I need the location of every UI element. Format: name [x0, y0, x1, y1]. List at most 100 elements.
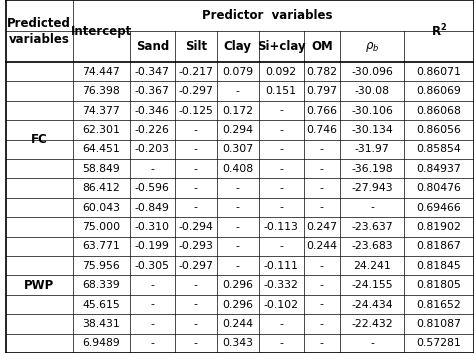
Text: -23.637: -23.637 [351, 222, 393, 232]
Text: 6.9489: 6.9489 [82, 338, 120, 348]
Text: Predictor  variables: Predictor variables [202, 9, 332, 22]
Text: 0.69466: 0.69466 [417, 203, 461, 213]
Text: -: - [150, 280, 154, 290]
Text: -: - [320, 319, 324, 329]
Text: -: - [279, 241, 283, 251]
Text: PWP: PWP [24, 279, 55, 292]
Text: 0.797: 0.797 [306, 86, 337, 96]
Text: 0.81087: 0.81087 [417, 319, 462, 329]
Text: -: - [370, 203, 374, 213]
Text: Clay: Clay [224, 40, 252, 53]
Text: 0.81845: 0.81845 [417, 261, 461, 271]
Text: -: - [279, 144, 283, 154]
Text: -: - [194, 125, 198, 135]
Text: -: - [194, 280, 198, 290]
Text: 0.57281: 0.57281 [417, 338, 461, 348]
Text: -: - [279, 106, 283, 115]
Text: -: - [236, 203, 240, 213]
Text: -: - [194, 183, 198, 193]
Text: -0.346: -0.346 [135, 106, 170, 115]
Text: 58.849: 58.849 [82, 164, 120, 174]
Text: 86.412: 86.412 [82, 183, 120, 193]
Text: 0.86068: 0.86068 [417, 106, 462, 115]
Text: 0.85854: 0.85854 [417, 144, 461, 154]
Text: 0.782: 0.782 [306, 67, 337, 77]
Text: -30.134: -30.134 [351, 125, 393, 135]
Text: 64.451: 64.451 [82, 144, 120, 154]
Text: 0.86056: 0.86056 [417, 125, 462, 135]
Text: 74.377: 74.377 [82, 106, 120, 115]
Text: 0.746: 0.746 [306, 125, 337, 135]
Text: -0.310: -0.310 [135, 222, 170, 232]
Text: -: - [279, 125, 283, 135]
Text: -23.683: -23.683 [351, 241, 393, 251]
Text: -: - [279, 183, 283, 193]
Text: 63.771: 63.771 [82, 241, 120, 251]
Text: 0.092: 0.092 [265, 67, 297, 77]
Text: -31.97: -31.97 [355, 144, 389, 154]
Text: Silt: Silt [185, 40, 207, 53]
Text: 0.81805: 0.81805 [417, 280, 462, 290]
Text: -: - [150, 319, 154, 329]
Text: 0.81652: 0.81652 [417, 299, 461, 310]
Text: 45.615: 45.615 [82, 299, 120, 310]
Text: -: - [320, 299, 324, 310]
Text: -: - [320, 183, 324, 193]
Text: 0.307: 0.307 [222, 144, 253, 154]
Text: $\rho_b$: $\rho_b$ [365, 40, 379, 54]
Text: 0.247: 0.247 [306, 222, 337, 232]
Text: -: - [236, 222, 240, 232]
Text: -0.332: -0.332 [264, 280, 299, 290]
Text: -30.106: -30.106 [351, 106, 393, 115]
Text: 0.294: 0.294 [222, 125, 253, 135]
Text: -: - [320, 164, 324, 174]
Text: OM: OM [311, 40, 333, 53]
Text: 0.244: 0.244 [306, 241, 337, 251]
Text: -: - [279, 164, 283, 174]
Text: Predicted
variables: Predicted variables [7, 17, 71, 46]
Text: 0.766: 0.766 [306, 106, 337, 115]
Text: -: - [279, 203, 283, 213]
Text: -0.305: -0.305 [135, 261, 170, 271]
Text: -24.155: -24.155 [351, 280, 393, 290]
Text: -24.434: -24.434 [351, 299, 393, 310]
Text: -0.226: -0.226 [135, 125, 170, 135]
Text: 0.296: 0.296 [222, 280, 253, 290]
Text: -0.293: -0.293 [178, 241, 213, 251]
Text: -: - [236, 261, 240, 271]
Text: -: - [320, 280, 324, 290]
Text: 24.241: 24.241 [353, 261, 391, 271]
Text: -36.198: -36.198 [351, 164, 393, 174]
Text: Si+clay: Si+clay [257, 40, 306, 53]
Text: -: - [236, 241, 240, 251]
Text: 0.079: 0.079 [222, 67, 253, 77]
Text: 0.172: 0.172 [222, 106, 253, 115]
Text: 68.339: 68.339 [82, 280, 120, 290]
Text: -0.217: -0.217 [178, 67, 213, 77]
Text: FC: FC [31, 133, 47, 146]
Text: 0.80476: 0.80476 [417, 183, 462, 193]
Text: -30.096: -30.096 [351, 67, 393, 77]
Text: -: - [150, 338, 154, 348]
Text: -: - [279, 319, 283, 329]
Text: -: - [279, 338, 283, 348]
Text: -: - [320, 261, 324, 271]
Text: -0.596: -0.596 [135, 183, 170, 193]
Text: -: - [194, 299, 198, 310]
Text: 60.043: 60.043 [82, 203, 120, 213]
Text: -0.849: -0.849 [135, 203, 170, 213]
Text: -30.08: -30.08 [355, 86, 390, 96]
Text: -: - [150, 164, 154, 174]
Text: -22.432: -22.432 [351, 319, 393, 329]
Text: -0.203: -0.203 [135, 144, 170, 154]
Text: -0.297: -0.297 [178, 86, 213, 96]
Text: -0.113: -0.113 [264, 222, 299, 232]
Text: $\mathbf{R^2}$: $\mathbf{R^2}$ [431, 23, 447, 39]
Text: -: - [236, 86, 240, 96]
Text: 0.81902: 0.81902 [417, 222, 462, 232]
Text: 0.86069: 0.86069 [417, 86, 462, 96]
Text: -: - [236, 183, 240, 193]
Text: -0.199: -0.199 [135, 241, 170, 251]
Text: 62.301: 62.301 [82, 125, 120, 135]
Text: -: - [194, 319, 198, 329]
